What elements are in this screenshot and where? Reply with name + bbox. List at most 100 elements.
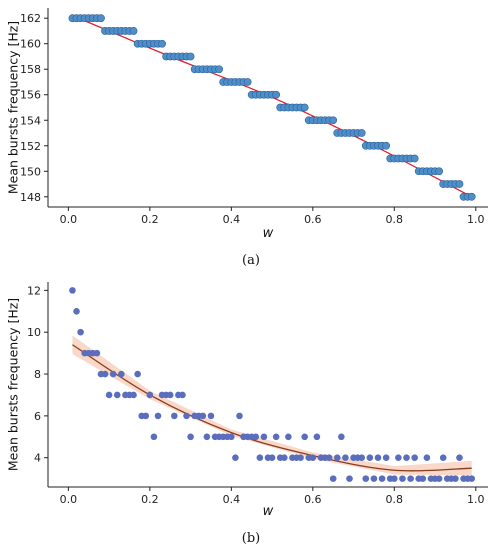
y-tick-label: 12 [27,284,41,297]
data-point [333,454,341,462]
data-point [342,454,349,462]
y-tick-label: 150 [20,165,41,178]
y-tick-label: 162 [20,12,41,25]
data-point [435,475,443,482]
data-point [452,475,459,482]
data-point [366,454,374,462]
data-point [346,475,353,482]
data-point [395,454,402,462]
x-tick-label: 0.2 [141,213,159,226]
data-point [77,328,84,336]
data-point [382,454,390,462]
chart-panel-a: 0.0 0.2 0.4 0.6 0.8 1.0 148 150 152 154 156 158 160 1… [6,8,488,268]
x-tick-label: 0.0 [60,493,78,506]
data-point [325,454,333,462]
data-point [390,475,398,482]
x-tick-label: 1.0 [467,213,485,226]
data-point [358,454,366,462]
data-point [142,412,150,420]
data-point [407,475,414,482]
y-tick-label: 8 [34,368,41,381]
data-point [435,167,444,176]
data-point [309,454,317,462]
data-point [423,454,431,462]
data-point [410,154,419,163]
data-point [199,412,207,420]
data-point [154,412,162,420]
y-tick-label: 4 [34,452,41,465]
x-tick-label: 1.0 [467,493,485,506]
x-tick-label: 0.0 [60,213,78,226]
y-axis-label: Mean bursts frequency [Hz] [6,298,21,471]
y-tick-label: 160 [20,38,41,51]
caption: (b) [242,531,260,546]
data-point [272,90,281,99]
data-point [272,433,280,441]
caption: (a) [242,253,260,268]
y-tick-label: 156 [20,89,41,102]
y-tick-label: 154 [20,114,41,127]
data-point [260,433,268,441]
data-point [183,412,190,420]
data-point [256,454,264,462]
y-tick-label: 10 [27,326,41,339]
data-point [374,454,382,462]
data-point [97,14,105,23]
data-point [215,65,224,74]
x-tick-label: 0.2 [141,493,159,506]
data-point [297,454,304,462]
data-point [300,103,309,112]
x-tick-label: 0.6 [304,493,322,506]
data-point [268,454,276,462]
data-point [93,349,101,357]
x-axis-label: w [263,226,274,241]
x-tick-label: 0.8 [386,493,404,506]
data-point [468,475,476,482]
data-point [439,454,447,462]
data-point [203,433,211,441]
data-point [467,192,476,201]
data-point [118,370,125,378]
data-point [252,433,260,441]
x-tick-label: 0.4 [223,493,241,506]
data-point [285,433,292,441]
data-point [69,287,76,294]
data-point [382,141,391,150]
data-point [243,78,252,86]
fit-line [72,15,473,198]
data-point [187,433,194,441]
data-point [105,391,113,399]
data-point [73,307,80,315]
data-point [280,454,288,462]
x-tick-label: 0.4 [223,213,241,226]
data-point [378,475,386,482]
x-tick-label: 0.8 [386,213,404,226]
data-point [236,412,243,420]
data-point [411,454,418,462]
data-point [399,475,406,482]
data-point [362,475,370,482]
data-point [170,412,178,420]
data-point [357,129,366,137]
data-point [129,27,138,35]
y-tick-label: 148 [20,191,41,204]
y-tick-label: 6 [34,410,41,423]
data-point [146,391,154,399]
data-point [329,475,337,482]
data-point [419,475,427,482]
chart-panel-b: 0.0 0.2 0.4 0.6 0.8 1.0 4 6 8 10 12 Mean bursts fr… [6,282,488,546]
data-point [130,391,137,399]
data-point [329,116,338,125]
x-axis-label: w [263,504,274,519]
data-point [113,391,121,399]
data-point [150,433,158,441]
data-point [186,52,195,61]
data-point [158,39,166,48]
data-point [232,454,239,462]
data-point [207,412,215,420]
data-point [301,433,308,441]
data-point [166,391,174,399]
data-point [370,475,378,482]
data-point [228,433,235,441]
